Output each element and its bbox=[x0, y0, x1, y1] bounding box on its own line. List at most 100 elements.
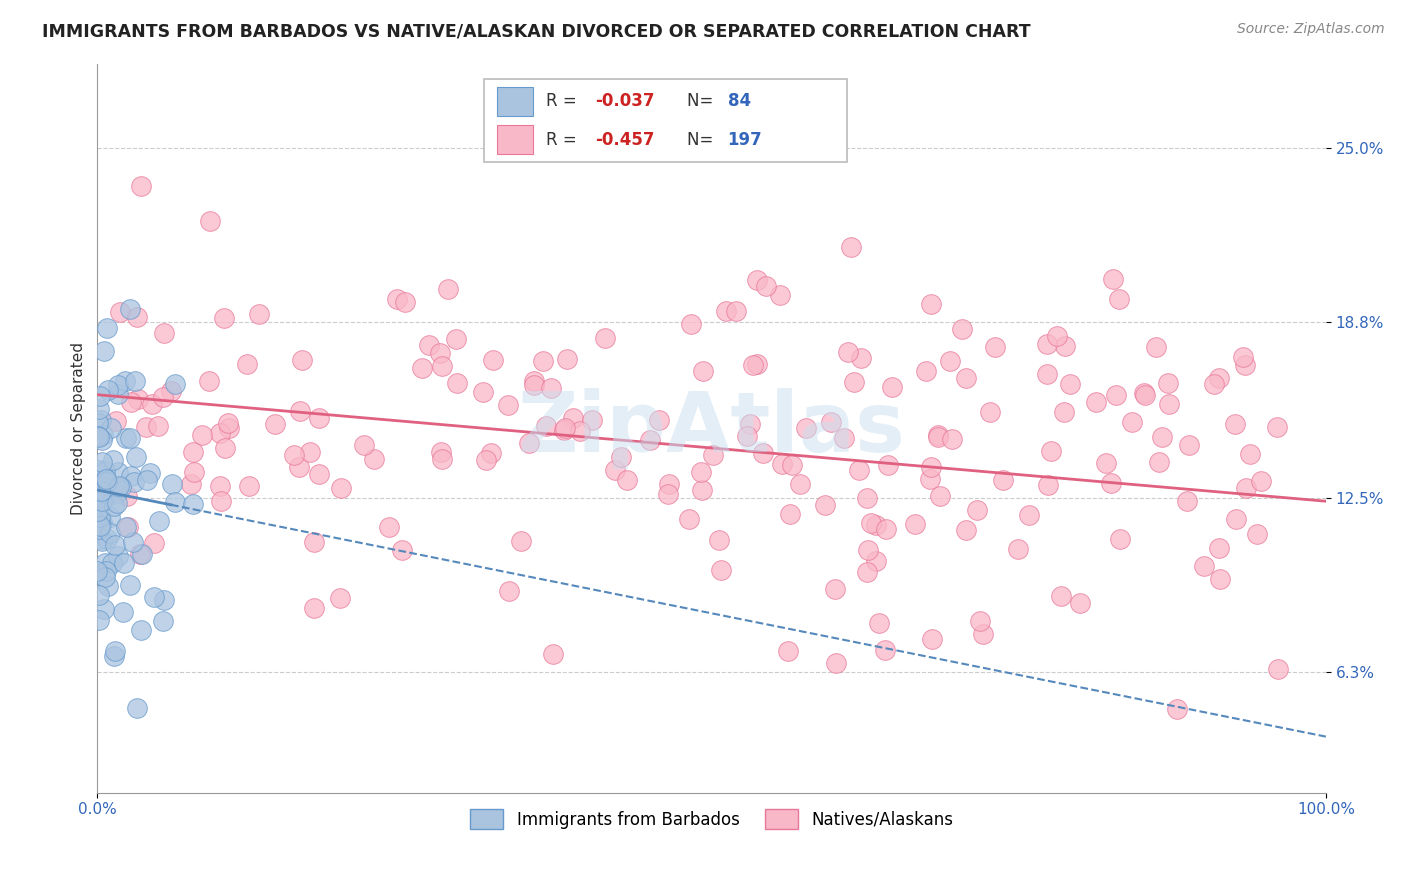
Point bbox=[308, 467, 330, 481]
Point bbox=[418, 338, 440, 352]
Point bbox=[87, 463, 110, 477]
Point bbox=[534, 418, 557, 433]
Point bbox=[610, 450, 633, 465]
Point bbox=[1177, 438, 1199, 452]
Point bbox=[1234, 481, 1257, 495]
Point bbox=[387, 292, 409, 306]
Point bbox=[920, 297, 942, 311]
Point bbox=[97, 383, 120, 397]
Point bbox=[554, 421, 576, 435]
Point bbox=[302, 601, 325, 615]
Point bbox=[146, 419, 169, 434]
Point bbox=[89, 401, 111, 416]
Point bbox=[429, 444, 451, 458]
Point bbox=[859, 516, 882, 530]
Point bbox=[238, 479, 260, 493]
Point bbox=[1059, 377, 1081, 392]
Point bbox=[657, 487, 679, 501]
Point bbox=[288, 460, 311, 475]
Point bbox=[394, 294, 416, 309]
Point bbox=[1099, 476, 1122, 491]
Point bbox=[87, 429, 110, 443]
Point bbox=[90, 413, 112, 427]
Point bbox=[993, 473, 1015, 487]
Point bbox=[432, 452, 454, 467]
Point bbox=[914, 364, 936, 378]
Point bbox=[1133, 387, 1156, 401]
Point bbox=[93, 570, 115, 584]
Point bbox=[1036, 336, 1059, 351]
Text: R =: R = bbox=[546, 92, 582, 111]
Point bbox=[557, 352, 579, 367]
Point bbox=[950, 322, 973, 336]
Point bbox=[107, 496, 129, 510]
Point bbox=[200, 214, 222, 228]
Point bbox=[921, 632, 943, 646]
Point bbox=[131, 623, 153, 637]
Point bbox=[93, 344, 115, 359]
Point bbox=[411, 360, 433, 375]
Point bbox=[938, 353, 960, 368]
Text: ZipAtlas: ZipAtlas bbox=[517, 388, 905, 469]
Point bbox=[877, 458, 900, 472]
Point bbox=[865, 554, 887, 568]
Point bbox=[181, 497, 204, 511]
Point bbox=[955, 371, 977, 385]
Point bbox=[153, 326, 176, 341]
Point bbox=[1108, 292, 1130, 306]
Point bbox=[1156, 376, 1178, 391]
Point bbox=[87, 522, 110, 536]
Point bbox=[778, 644, 800, 658]
Point bbox=[152, 614, 174, 628]
Point bbox=[329, 591, 352, 606]
Point bbox=[91, 427, 114, 442]
Point bbox=[848, 463, 870, 477]
FancyBboxPatch shape bbox=[484, 78, 846, 162]
Point bbox=[714, 304, 737, 318]
Point bbox=[882, 380, 904, 394]
Point bbox=[94, 485, 117, 500]
Point bbox=[115, 489, 138, 503]
Point bbox=[747, 357, 769, 371]
Point bbox=[638, 433, 661, 447]
Point bbox=[100, 421, 122, 435]
Point bbox=[218, 416, 240, 430]
Point bbox=[93, 602, 115, 616]
Point bbox=[984, 340, 1007, 354]
Point bbox=[648, 413, 671, 427]
Point bbox=[678, 512, 700, 526]
Point bbox=[142, 590, 165, 604]
Point bbox=[1208, 541, 1230, 555]
Point bbox=[1036, 367, 1059, 381]
Point bbox=[87, 494, 110, 508]
Point bbox=[129, 178, 152, 193]
Point bbox=[745, 273, 768, 287]
Point bbox=[825, 657, 848, 671]
Point bbox=[1209, 572, 1232, 586]
Point bbox=[152, 390, 174, 404]
Point bbox=[523, 374, 546, 388]
Text: N=: N= bbox=[688, 131, 718, 149]
Point bbox=[856, 491, 879, 505]
Point bbox=[430, 359, 453, 373]
Point bbox=[780, 458, 803, 472]
Point bbox=[391, 543, 413, 558]
Point bbox=[752, 446, 775, 460]
Point bbox=[141, 397, 163, 411]
Point bbox=[692, 364, 714, 378]
Point bbox=[90, 494, 112, 508]
Point bbox=[104, 414, 127, 428]
Point bbox=[1223, 417, 1246, 432]
Text: 84: 84 bbox=[727, 92, 751, 111]
Point bbox=[87, 588, 110, 602]
Point bbox=[928, 489, 950, 503]
Point bbox=[769, 288, 792, 302]
Point bbox=[128, 547, 150, 561]
Point bbox=[475, 453, 498, 467]
Point bbox=[789, 476, 811, 491]
Point bbox=[98, 510, 121, 524]
Point bbox=[562, 410, 585, 425]
Point bbox=[298, 445, 321, 459]
Point bbox=[107, 387, 129, 401]
Point bbox=[101, 556, 124, 570]
